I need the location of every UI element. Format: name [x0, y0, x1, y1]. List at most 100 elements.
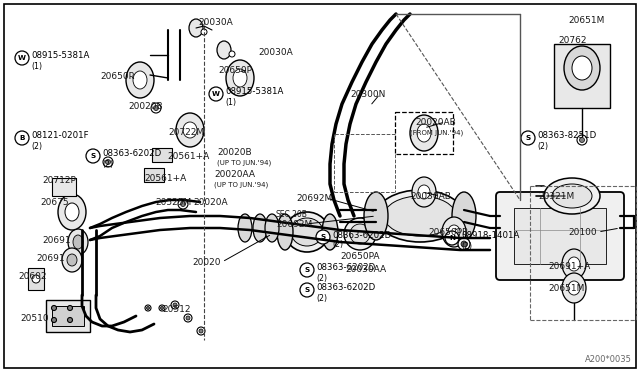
- Text: 08363-6202D: 08363-6202D: [316, 283, 375, 292]
- Circle shape: [180, 202, 186, 206]
- Circle shape: [51, 305, 56, 311]
- Text: 20651M: 20651M: [568, 16, 604, 25]
- Ellipse shape: [364, 192, 388, 240]
- Text: (2): (2): [316, 294, 327, 302]
- Text: A200*0035: A200*0035: [585, 355, 632, 364]
- Text: 20030A: 20030A: [258, 48, 292, 57]
- Ellipse shape: [562, 273, 586, 303]
- Text: 08121-0201F: 08121-0201F: [31, 131, 88, 141]
- Circle shape: [577, 135, 587, 145]
- Text: 20561+A: 20561+A: [144, 174, 186, 183]
- Circle shape: [147, 307, 150, 310]
- Text: 20650PA: 20650PA: [340, 252, 380, 261]
- Circle shape: [159, 305, 165, 311]
- Ellipse shape: [544, 178, 600, 214]
- Text: 20020AB: 20020AB: [415, 118, 456, 127]
- Text: (UP TO JUN.'94): (UP TO JUN.'94): [217, 159, 271, 166]
- Text: (1): (1): [225, 97, 236, 106]
- Text: 20525M: 20525M: [155, 198, 191, 207]
- FancyBboxPatch shape: [52, 306, 84, 326]
- Text: 08918-1401A: 08918-1401A: [461, 231, 520, 241]
- Text: 08915-5381A: 08915-5381A: [31, 51, 90, 61]
- Circle shape: [201, 29, 207, 35]
- Text: 20691: 20691: [42, 236, 70, 245]
- Circle shape: [32, 275, 40, 283]
- Circle shape: [15, 131, 29, 145]
- Text: 20020A: 20020A: [193, 198, 228, 207]
- Text: 20300N: 20300N: [350, 90, 385, 99]
- Ellipse shape: [572, 56, 592, 80]
- Circle shape: [197, 327, 205, 335]
- Text: (2): (2): [461, 241, 472, 250]
- Text: 08363-6202D: 08363-6202D: [102, 150, 161, 158]
- Text: 20722M: 20722M: [168, 128, 204, 137]
- Text: W: W: [212, 91, 220, 97]
- Text: (FROM JUN.'94): (FROM JUN.'94): [410, 130, 463, 137]
- Circle shape: [209, 87, 223, 101]
- Ellipse shape: [350, 224, 370, 244]
- FancyBboxPatch shape: [395, 112, 453, 154]
- FancyBboxPatch shape: [554, 44, 610, 108]
- Ellipse shape: [62, 248, 82, 272]
- Text: S: S: [305, 267, 310, 273]
- Text: W: W: [18, 55, 26, 61]
- Text: 20020: 20020: [192, 258, 221, 267]
- Ellipse shape: [562, 249, 586, 279]
- Circle shape: [151, 103, 161, 113]
- Ellipse shape: [176, 113, 204, 147]
- Circle shape: [178, 199, 188, 209]
- Text: 20100: 20100: [568, 228, 596, 237]
- Text: 20762: 20762: [558, 36, 586, 45]
- Circle shape: [171, 301, 179, 309]
- FancyBboxPatch shape: [152, 148, 172, 162]
- FancyBboxPatch shape: [496, 192, 624, 280]
- Circle shape: [458, 238, 470, 250]
- FancyBboxPatch shape: [144, 168, 164, 182]
- Circle shape: [106, 160, 111, 164]
- Text: 20030A: 20030A: [198, 18, 233, 27]
- Ellipse shape: [265, 214, 279, 242]
- Ellipse shape: [418, 185, 430, 199]
- Text: SEC.20B: SEC.20B: [276, 210, 308, 219]
- Circle shape: [461, 241, 467, 247]
- Ellipse shape: [452, 192, 476, 240]
- Ellipse shape: [226, 60, 254, 96]
- Circle shape: [445, 231, 459, 245]
- Ellipse shape: [253, 214, 267, 242]
- Text: (2): (2): [332, 241, 343, 250]
- Text: 20692M: 20692M: [276, 220, 312, 229]
- Text: 08363-6202D: 08363-6202D: [332, 231, 391, 240]
- Ellipse shape: [412, 177, 436, 207]
- Text: 20650P: 20650P: [100, 72, 134, 81]
- Ellipse shape: [568, 281, 580, 295]
- Text: S: S: [90, 153, 95, 159]
- Ellipse shape: [68, 229, 88, 255]
- Circle shape: [229, 51, 235, 57]
- Circle shape: [154, 106, 159, 110]
- Ellipse shape: [417, 124, 431, 142]
- Text: 20512: 20512: [162, 305, 191, 314]
- FancyBboxPatch shape: [514, 208, 606, 264]
- Circle shape: [103, 157, 113, 167]
- Ellipse shape: [376, 190, 464, 242]
- Ellipse shape: [133, 71, 147, 89]
- Text: 20510: 20510: [20, 314, 49, 323]
- Circle shape: [161, 307, 163, 310]
- Circle shape: [184, 314, 192, 322]
- Text: 20691+A: 20691+A: [548, 262, 590, 271]
- Text: (2): (2): [31, 141, 42, 151]
- Text: 20650PB: 20650PB: [428, 228, 468, 237]
- Text: (UP TO JUN.'94): (UP TO JUN.'94): [214, 181, 268, 187]
- Circle shape: [15, 51, 29, 65]
- Text: S: S: [525, 135, 531, 141]
- Ellipse shape: [291, 218, 323, 246]
- Ellipse shape: [344, 218, 376, 250]
- Text: 20030AA: 20030AA: [345, 265, 386, 274]
- Ellipse shape: [564, 46, 600, 90]
- Circle shape: [67, 305, 72, 311]
- Text: 08915-5381A: 08915-5381A: [225, 87, 284, 96]
- Text: 20030AB: 20030AB: [410, 192, 451, 201]
- Circle shape: [300, 283, 314, 297]
- Circle shape: [86, 149, 100, 163]
- Ellipse shape: [238, 214, 252, 242]
